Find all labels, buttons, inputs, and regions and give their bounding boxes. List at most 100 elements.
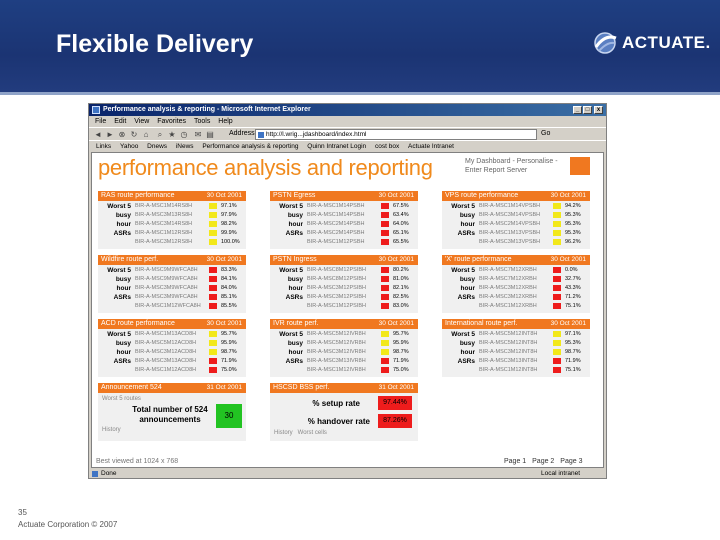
search-icon[interactable]: ⌕ xyxy=(157,130,163,139)
copyright: Actuate Corporation © 2007 xyxy=(18,520,118,529)
panel-header[interactable]: Wildfire route perf. 30 Oct 2001 xyxy=(98,255,246,265)
page-3-link[interactable]: Page 3 xyxy=(560,458,583,465)
hscsd-links[interactable]: History Worst cells xyxy=(274,430,327,436)
mail-icon[interactable]: ✉ xyxy=(194,130,202,139)
route-value: 64.0% xyxy=(393,221,409,227)
link-yahoo[interactable]: Yahoo xyxy=(120,143,139,150)
link-quinn[interactable]: Quinn Intranet Login xyxy=(307,143,367,150)
route-row[interactable]: BIR-A-MSC3M12PSIBH 82.1% xyxy=(307,284,415,292)
route-row[interactable]: BIR-A-MSC7M12XRBH 32.7% xyxy=(479,275,587,283)
route-row[interactable]: BIR-A-MSC3M13ACD8H 71.9% xyxy=(135,357,243,365)
hscsd-title: HSCSD BSS perf. xyxy=(273,384,330,391)
link-dnews[interactable]: Dnews xyxy=(147,143,168,150)
route-row[interactable]: BIR-A-MSC3M12XRBH 71.2% xyxy=(479,293,587,301)
route-row[interactable]: BIR-A-MSC2M14PSBH 64.0% xyxy=(307,220,415,228)
route-row[interactable]: BIR-A-MSC1M12PSIBH 83.0% xyxy=(307,302,415,310)
maximize-button[interactable]: □ xyxy=(583,106,592,114)
route-row[interactable]: BIR-A-MSC5M12INT8H 97.1% xyxy=(479,330,587,338)
menu-file[interactable]: File xyxy=(95,118,107,125)
route-row[interactable]: BIR-A-MSC3M13RS8H 97.9% xyxy=(135,211,243,219)
route-row[interactable]: BIR-A-MSC9M9WFCA8H 83.3% xyxy=(135,266,243,274)
route-row[interactable]: BIR-A-MSC1M12RS8H 99.9% xyxy=(135,229,243,237)
route-row[interactable]: BIR-A-MSC3M12ACD8H 98.7% xyxy=(135,348,243,356)
close-button[interactable]: x xyxy=(594,106,603,114)
route-row[interactable]: BIR-A-MSC3M13IVR8H 71.9% xyxy=(307,357,415,365)
menu-tools[interactable]: Tools xyxy=(194,118,211,125)
route-row[interactable]: BIR-A-MSC1M12XRBH 75.1% xyxy=(479,302,587,310)
link-inews[interactable]: iNews xyxy=(175,143,194,150)
menu-favorites[interactable]: Favorites xyxy=(157,118,187,125)
stop-icon[interactable]: ⊗ xyxy=(118,130,126,139)
route-row[interactable]: BIR-A-MSC3M12RS8H 100.0% xyxy=(135,238,243,246)
go-button[interactable]: Go xyxy=(541,130,551,137)
link-performance[interactable]: Performance analysis & reporting xyxy=(202,143,299,150)
panel-header[interactable]: PSTN Egress 30 Oct 2001 xyxy=(270,191,418,201)
route-row[interactable]: BIR-A-MSC9M9WFCA8H 84.1% xyxy=(135,275,243,283)
route-row[interactable]: BIR-A-MSC2M14PSBH 65.1% xyxy=(307,229,415,237)
panel-header[interactable]: IVR route perf. 30 Oct 2001 xyxy=(270,319,418,329)
route-row[interactable]: BIR-A-MSC1M14RS8H 97.1% xyxy=(135,202,243,210)
route-name: BIR-A-MSC1M12INT8H xyxy=(479,367,538,373)
dashboard-links[interactable]: My Dashboard - Personalise - Enter Repor… xyxy=(465,158,558,174)
menu-edit[interactable]: Edit xyxy=(114,118,127,125)
panel-header[interactable]: VPS route performance 30 Oct 2001 xyxy=(442,191,590,201)
route-row[interactable]: BIR-A-MSC1M12ACD8H 75.0% xyxy=(135,366,243,374)
route-row[interactable]: BIR-A-MSC3M9WFCA8H 85.1% xyxy=(135,293,243,301)
route-row[interactable]: BIR-A-MSC1M12WFCA8H 85.5% xyxy=(135,302,243,310)
route-row[interactable]: BIR-A-MSC1M14PSBH 63.4% xyxy=(307,211,415,219)
worst-routes-link[interactable]: Worst 5 routes xyxy=(102,396,141,402)
status-swatch xyxy=(553,340,561,346)
route-row[interactable]: BIR-A-MSC5M12ACD8H 95.9% xyxy=(135,339,243,347)
forward-icon[interactable]: ► xyxy=(106,130,114,139)
panel-header[interactable]: International route perf. 30 Oct 2001 xyxy=(442,319,590,329)
address-input[interactable]: http://l.wrig...jdashboard/index.html xyxy=(255,129,537,140)
route-row[interactable]: BIR-A-MSC7M12XRBH 0.0% xyxy=(479,266,587,274)
panel-header[interactable]: RAS route performance 30 Oct 2001 xyxy=(98,191,246,201)
route-row[interactable]: BIR-A-MSC1M12PSBH 65.5% xyxy=(307,238,415,246)
refresh-icon[interactable]: ↻ xyxy=(130,130,138,139)
panel-header[interactable]: 'X' route performance 30 Oct 2001 xyxy=(442,255,590,265)
link-actuate-intranet[interactable]: Actuate Intranet xyxy=(408,143,454,150)
route-row[interactable]: BIR-A-MSC3M13INT8H 71.9% xyxy=(479,357,587,365)
route-row[interactable]: BIR-A-MSC3M12IVR8H 98.7% xyxy=(307,348,415,356)
route-row[interactable]: BIR-A-MSC1M12INT8H 75.1% xyxy=(479,366,587,374)
route-row[interactable]: BIR-A-MSC1M13ACD8H 95.7% xyxy=(135,330,243,338)
page-1-link[interactable]: Page 1 xyxy=(504,458,527,465)
route-row[interactable]: BIR-A-MSC3M12PSIBH 82.5% xyxy=(307,293,415,301)
route-row[interactable]: BIR-A-MSC3M9WFCA8H 84.0% xyxy=(135,284,243,292)
panel-header[interactable]: ACD route performance 30 Oct 2001 xyxy=(98,319,246,329)
route-row[interactable]: BIR-A-MSC1M13VPSBH 95.3% xyxy=(479,229,587,237)
menu-view[interactable]: View xyxy=(134,118,150,125)
page-2-link[interactable]: Page 2 xyxy=(532,458,555,465)
route-row[interactable]: BIR-A-MSC1M12IVR8H 75.0% xyxy=(307,366,415,374)
route-row[interactable]: BIR-A-MSC1M14VPSBH 94.2% xyxy=(479,202,587,210)
route-row[interactable]: BIR-A-MSC5M12IVR8H 95.9% xyxy=(307,339,415,347)
route-row[interactable]: BIR-A-MSC3M14RS8H 98.2% xyxy=(135,220,243,228)
route-row[interactable]: BIR-A-MSC8M12PSIBH 80.2% xyxy=(307,266,415,274)
worst-label: ASRs xyxy=(113,294,131,301)
route-row[interactable]: BIR-A-MSC8M12PSIBH 81.0% xyxy=(307,275,415,283)
print-icon[interactable]: ▤ xyxy=(206,130,214,139)
home-icon[interactable]: ⌂ xyxy=(143,130,149,139)
status-swatch xyxy=(381,221,389,227)
back-icon[interactable]: ◄ xyxy=(94,130,102,139)
route-row[interactable]: BIR-A-MSC2M14VPSBH 95.3% xyxy=(479,220,587,228)
route-row[interactable]: BIR-A-MSC3M12INT8H 98.7% xyxy=(479,348,587,356)
announcement-history-link[interactable]: History xyxy=(102,427,121,433)
route-row[interactable]: BIR-A-MSC3M14VPSBH 95.3% xyxy=(479,211,587,219)
menu-help[interactable]: Help xyxy=(218,118,233,125)
minimize-button[interactable]: _ xyxy=(573,106,582,114)
route-row[interactable]: BIR-A-MSC3M13VPSBH 96.2% xyxy=(479,238,587,246)
panel-header[interactable]: PSTN Ingress 30 Oct 2001 xyxy=(270,255,418,265)
history-icon[interactable]: ◷ xyxy=(180,130,188,139)
route-row[interactable]: BIR-A-MSC5M12IVR8H 95.7% xyxy=(307,330,415,338)
route-row[interactable]: BIR-A-MSC5M12INT8H 95.3% xyxy=(479,339,587,347)
route-row[interactable]: BIR-A-MSC3M12XRBH 43.3% xyxy=(479,284,587,292)
browser-titlebar[interactable]: Performance analysis & reporting - Micro… xyxy=(89,104,606,116)
route-row[interactable]: BIR-A-MSC1M14PSBH 67.5% xyxy=(307,202,415,210)
favorites-icon[interactable]: ★ xyxy=(168,130,176,139)
link-cost-box[interactable]: cost box xyxy=(374,143,400,150)
status-swatch xyxy=(553,303,561,309)
performance-panel: PSTN Egress 30 Oct 2001 Worst 5 busy hour ASR… xyxy=(270,191,418,249)
pager: Page 1 Page 2 Page 3 xyxy=(504,458,586,465)
